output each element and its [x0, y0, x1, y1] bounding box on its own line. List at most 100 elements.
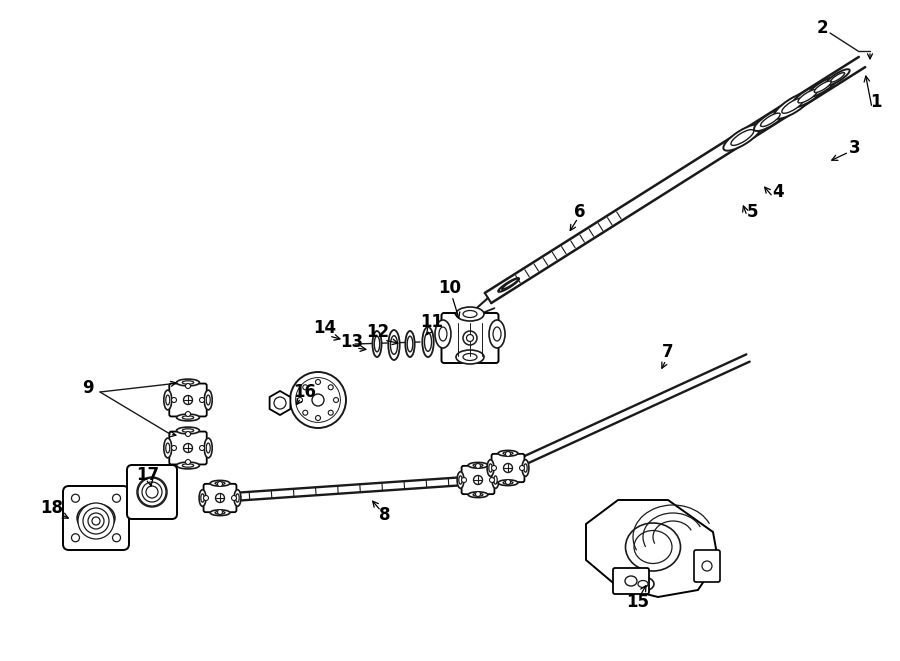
Ellipse shape: [825, 69, 850, 85]
Ellipse shape: [185, 412, 191, 416]
Ellipse shape: [164, 438, 172, 458]
Ellipse shape: [274, 397, 286, 409]
Ellipse shape: [112, 494, 121, 502]
Ellipse shape: [491, 465, 497, 471]
Ellipse shape: [166, 395, 170, 405]
Ellipse shape: [183, 464, 194, 467]
Ellipse shape: [638, 580, 648, 588]
Ellipse shape: [522, 459, 529, 477]
Ellipse shape: [625, 576, 637, 586]
Ellipse shape: [206, 443, 211, 453]
Ellipse shape: [702, 561, 712, 571]
Ellipse shape: [831, 73, 845, 82]
Ellipse shape: [215, 511, 225, 514]
Text: 13: 13: [340, 333, 364, 351]
Ellipse shape: [754, 108, 787, 131]
Ellipse shape: [298, 397, 302, 403]
Ellipse shape: [71, 534, 79, 542]
Ellipse shape: [199, 490, 206, 506]
Text: 14: 14: [313, 319, 337, 337]
Ellipse shape: [334, 397, 338, 403]
Ellipse shape: [814, 81, 832, 93]
Text: 9: 9: [82, 379, 94, 397]
Ellipse shape: [92, 517, 100, 525]
Ellipse shape: [524, 464, 527, 472]
Text: 5: 5: [746, 203, 758, 221]
Ellipse shape: [176, 379, 200, 386]
FancyBboxPatch shape: [169, 432, 207, 465]
Ellipse shape: [164, 390, 172, 410]
Ellipse shape: [475, 492, 481, 496]
Ellipse shape: [206, 395, 211, 405]
Ellipse shape: [499, 278, 519, 292]
Ellipse shape: [490, 477, 494, 483]
Ellipse shape: [215, 494, 224, 502]
FancyBboxPatch shape: [613, 568, 649, 594]
FancyBboxPatch shape: [127, 465, 177, 519]
Ellipse shape: [83, 508, 109, 534]
Text: 11: 11: [420, 313, 444, 331]
Ellipse shape: [468, 492, 488, 498]
Ellipse shape: [463, 331, 477, 345]
Ellipse shape: [215, 482, 225, 485]
Ellipse shape: [473, 464, 483, 467]
Ellipse shape: [456, 307, 484, 321]
Ellipse shape: [498, 480, 518, 486]
Ellipse shape: [457, 472, 464, 488]
Ellipse shape: [489, 320, 505, 348]
Ellipse shape: [88, 513, 104, 529]
Ellipse shape: [312, 394, 324, 406]
Ellipse shape: [185, 383, 191, 389]
Ellipse shape: [234, 490, 241, 506]
Ellipse shape: [388, 330, 400, 360]
Ellipse shape: [487, 459, 494, 477]
Ellipse shape: [503, 463, 512, 473]
Text: 8: 8: [379, 506, 391, 524]
Ellipse shape: [473, 493, 483, 496]
Ellipse shape: [328, 385, 333, 390]
Text: 3: 3: [850, 139, 860, 157]
Text: 2: 2: [816, 19, 828, 37]
Ellipse shape: [503, 452, 513, 455]
Text: 10: 10: [438, 279, 462, 297]
Text: 15: 15: [626, 593, 650, 611]
FancyBboxPatch shape: [694, 550, 720, 582]
Ellipse shape: [456, 350, 484, 364]
Ellipse shape: [798, 89, 817, 103]
Ellipse shape: [439, 327, 447, 341]
Ellipse shape: [463, 311, 477, 317]
Ellipse shape: [506, 451, 510, 457]
Ellipse shape: [210, 510, 230, 516]
Ellipse shape: [166, 443, 170, 453]
Text: 6: 6: [574, 203, 586, 221]
Ellipse shape: [138, 478, 166, 506]
Ellipse shape: [172, 446, 176, 451]
Ellipse shape: [231, 496, 237, 500]
Ellipse shape: [473, 475, 482, 485]
Ellipse shape: [176, 462, 200, 469]
Ellipse shape: [519, 465, 525, 471]
Ellipse shape: [494, 476, 497, 484]
Ellipse shape: [200, 446, 204, 451]
Ellipse shape: [185, 432, 191, 436]
Ellipse shape: [489, 464, 492, 472]
FancyBboxPatch shape: [203, 484, 237, 512]
Ellipse shape: [634, 531, 672, 563]
Ellipse shape: [791, 85, 824, 108]
Ellipse shape: [462, 477, 466, 483]
Ellipse shape: [77, 504, 115, 532]
Polygon shape: [270, 391, 291, 415]
Text: 4: 4: [772, 183, 784, 201]
Ellipse shape: [78, 503, 114, 539]
Ellipse shape: [498, 450, 518, 456]
Text: 17: 17: [137, 466, 159, 484]
Ellipse shape: [492, 472, 499, 488]
Text: 16: 16: [293, 383, 317, 401]
Ellipse shape: [236, 494, 239, 502]
Ellipse shape: [405, 331, 415, 357]
Ellipse shape: [407, 336, 413, 352]
FancyBboxPatch shape: [63, 486, 129, 550]
Ellipse shape: [184, 395, 193, 405]
Ellipse shape: [782, 98, 804, 113]
Ellipse shape: [142, 482, 162, 502]
